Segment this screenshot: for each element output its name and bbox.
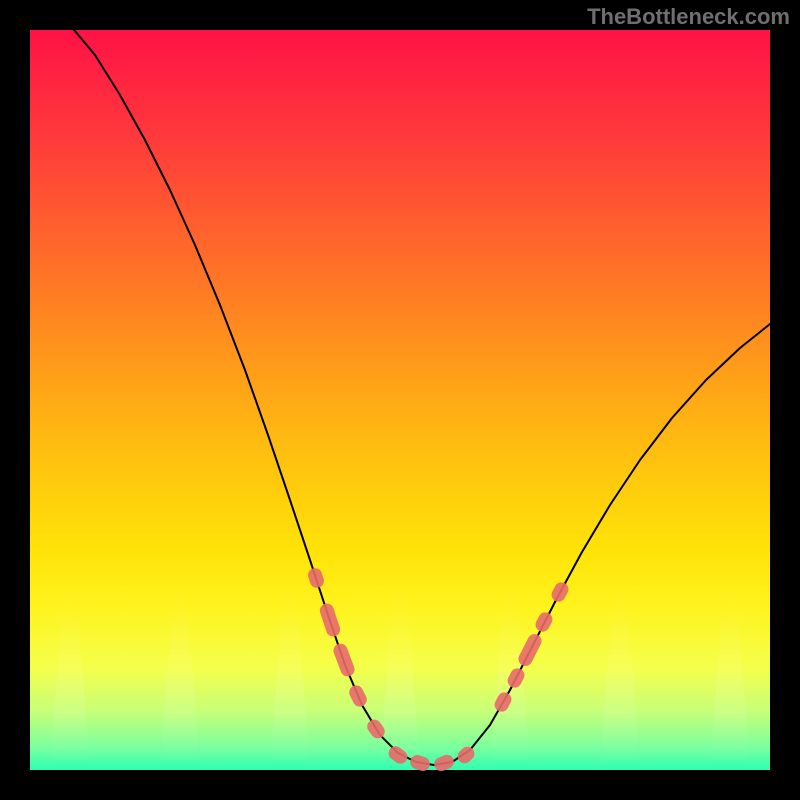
chart-stage: TheBottleneck.com [0,0,800,800]
watermark-label: TheBottleneck.com [587,4,790,30]
bottleneck-chart [0,0,800,800]
